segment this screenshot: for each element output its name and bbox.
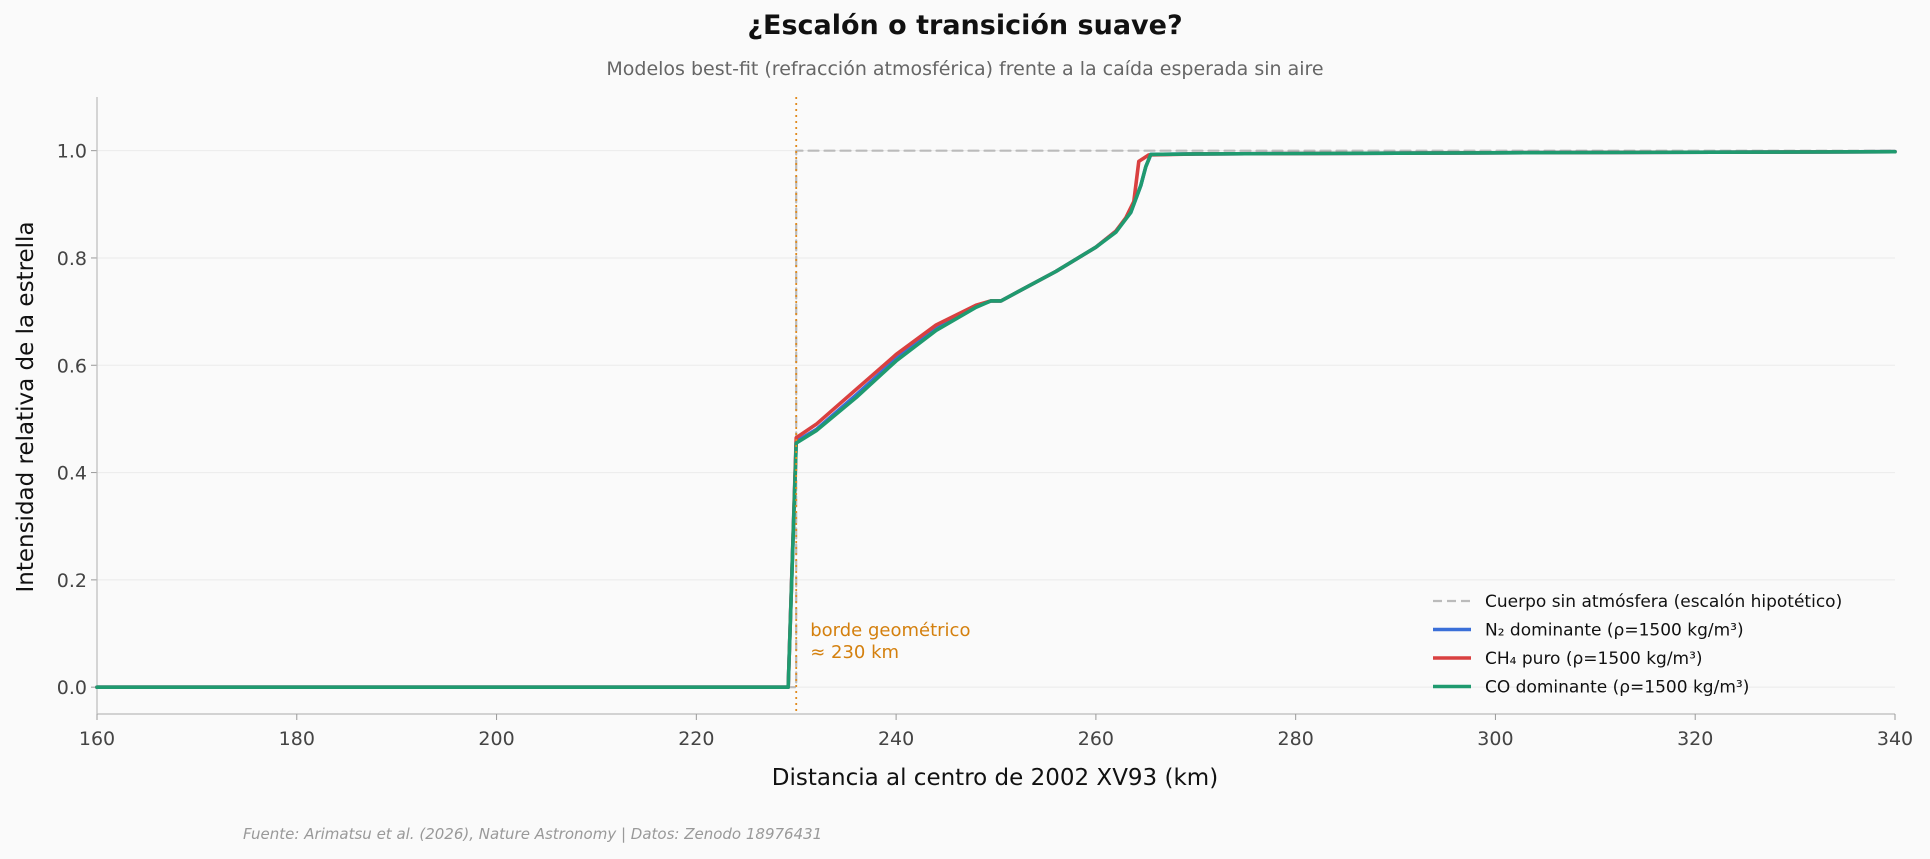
series-lines bbox=[95, 149, 1897, 689]
annotation-text: borde geométrico bbox=[810, 620, 970, 641]
annotation-text: ≈ 230 km bbox=[810, 642, 899, 663]
y-tick-label: 0.6 bbox=[57, 355, 87, 377]
x-tick-label: 340 bbox=[1877, 728, 1913, 750]
x-tick-label: 240 bbox=[878, 728, 914, 750]
axes: 0.0 0.2 0.4 0.6 0.8 1.0 160 180 200 220 240 260 280 3… bbox=[57, 97, 1913, 750]
x-tick-label: 200 bbox=[478, 728, 514, 750]
x-tick-label: 260 bbox=[1078, 728, 1114, 750]
x-axis-label: Distancia al centro de 2002 XV93 (km) bbox=[772, 765, 1218, 791]
annotation: borde geométrico≈ 230 km bbox=[795, 97, 970, 714]
chart-title: ¿Escalón o transición suave? bbox=[747, 10, 1183, 41]
legend-label: CO dominante (ρ=1500 kg/m³) bbox=[1485, 678, 1749, 698]
y-tick-label: 0.4 bbox=[57, 463, 87, 485]
chart-subtitle: Modelos best-fit (refracción atmosférica… bbox=[606, 58, 1324, 80]
y-axis-label: Intensidad relativa de la estrella bbox=[13, 221, 39, 592]
source-note: Fuente: Arimatsu et al. (2026), Nature A… bbox=[243, 825, 823, 843]
x-tick-label: 300 bbox=[1477, 728, 1513, 750]
series-line-3 bbox=[95, 149, 1897, 689]
x-tick-label: 160 bbox=[79, 728, 115, 750]
x-tick-label: 280 bbox=[1278, 728, 1314, 750]
legend: Cuerpo sin atmósfera (escalón hipotético… bbox=[1433, 592, 1842, 698]
grid-lines bbox=[97, 150, 1895, 688]
series-line-0 bbox=[95, 149, 1897, 689]
y-tick-label: 0.8 bbox=[57, 248, 87, 270]
x-tick-label: 220 bbox=[678, 728, 714, 750]
y-tick-label: 0.0 bbox=[57, 677, 87, 699]
x-tick-label: 180 bbox=[279, 728, 315, 750]
legend-label: N₂ dominante (ρ=1500 kg/m³) bbox=[1485, 621, 1744, 641]
y-tick-label: 0.2 bbox=[57, 570, 87, 592]
x-tick-label: 320 bbox=[1677, 728, 1713, 750]
y-tick-label: 1.0 bbox=[57, 141, 87, 163]
legend-label: CH₄ puro (ρ=1500 kg/m³) bbox=[1485, 649, 1703, 669]
legend-label: Cuerpo sin atmósfera (escalón hipotético… bbox=[1485, 592, 1842, 612]
